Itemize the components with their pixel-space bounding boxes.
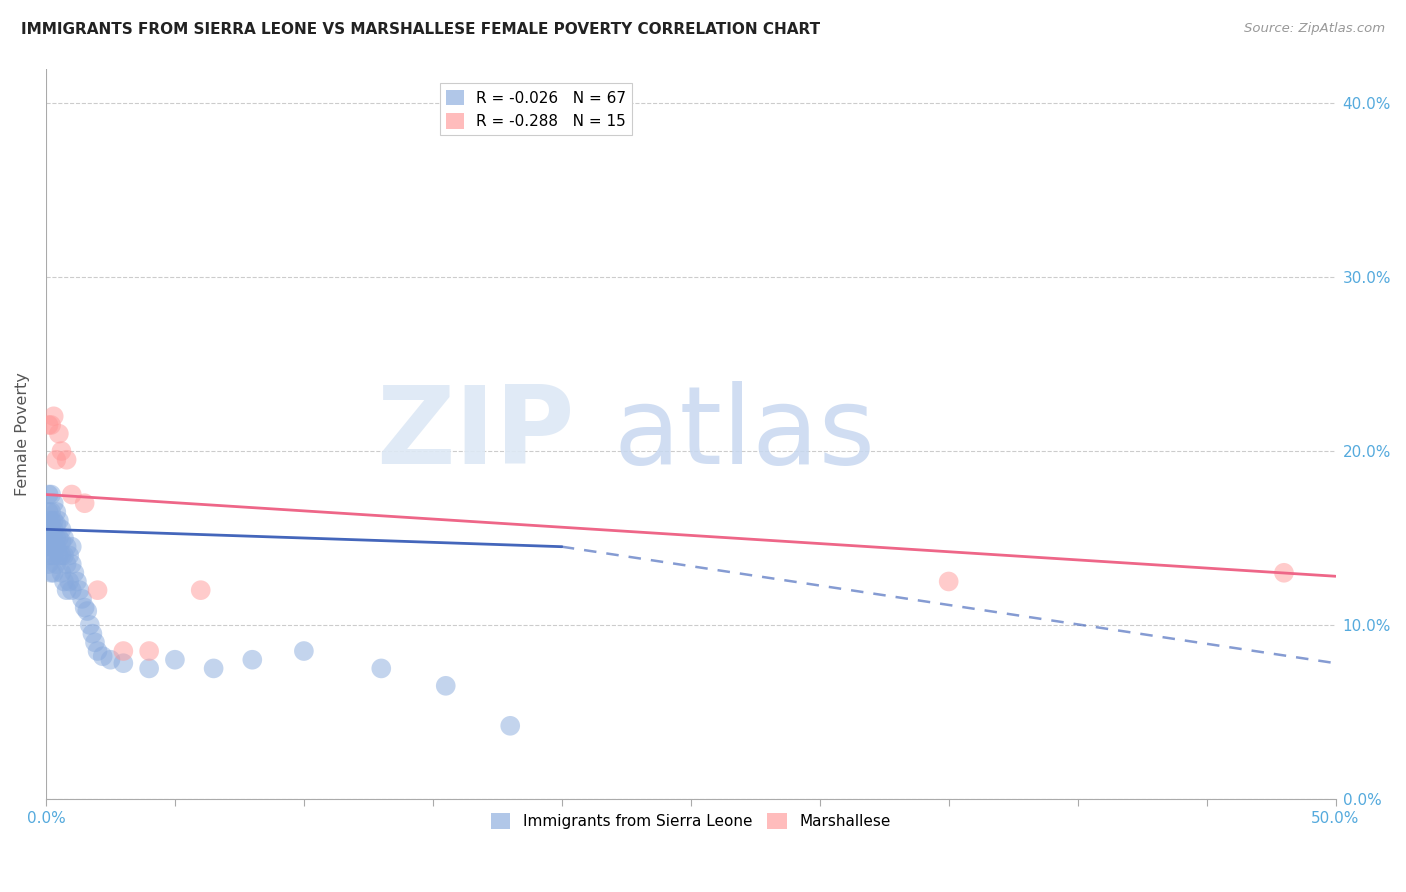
Point [370,661,392,675]
Point [55,452,77,467]
Point [42,514,65,528]
Point [42,409,65,424]
Point [38,417,60,432]
Point [292,644,315,658]
Point [100,653,122,667]
Point [38,522,60,536]
Point [39,505,62,519]
Point [58,574,80,589]
Point [42,531,65,545]
Y-axis label: Female Poverty: Female Poverty [15,372,30,496]
Point [51,444,73,458]
Text: atlas: atlas [613,381,876,487]
Point [69,583,91,598]
Point [240,653,263,667]
Point [39,549,62,563]
Point [434,679,457,693]
Point [60,557,83,571]
Point [138,644,160,658]
Point [91,649,114,664]
Point [82,626,104,640]
Point [42,549,65,563]
Point [112,644,135,658]
Point [45,531,67,545]
Text: ZIP: ZIP [377,381,575,487]
Point [42,496,65,510]
Point [38,540,60,554]
Point [38,557,60,571]
Point [38,549,60,563]
Point [51,549,73,563]
Point [53,531,76,545]
Point [48,514,70,528]
Point [58,549,80,563]
Point [55,583,77,598]
Point [38,514,60,528]
Point [79,618,101,632]
Point [51,566,73,580]
Point [48,531,70,545]
Text: Source: ZipAtlas.com: Source: ZipAtlas.com [1244,22,1385,36]
Point [499,719,522,733]
Point [51,534,73,549]
Point [39,522,62,536]
Point [38,505,60,519]
Point [60,540,83,554]
Point [53,574,76,589]
Point [42,566,65,580]
Point [60,583,83,598]
Point [39,531,62,545]
Point [86,583,108,598]
Point [39,514,62,528]
Point [48,426,70,441]
Point [70,591,93,606]
Point [73,496,96,510]
Point [163,653,186,667]
Point [39,540,62,554]
Point [39,487,62,501]
Point [190,583,212,598]
Point [112,656,135,670]
Point [42,522,65,536]
Point [45,517,67,532]
Point [938,574,960,589]
Text: IMMIGRANTS FROM SIERRA LEONE VS MARSHALLESE FEMALE POVERTY CORRELATION CHART: IMMIGRANTS FROM SIERRA LEONE VS MARSHALL… [21,22,820,37]
Point [84,635,107,649]
Point [86,644,108,658]
Point [38,487,60,501]
Point [202,661,225,675]
Point [51,522,73,536]
Point [55,557,77,571]
Point [42,540,65,554]
Point [66,574,89,589]
Point [39,566,62,580]
Point [45,540,67,554]
Point [45,557,67,571]
Point [1272,566,1295,580]
Point [73,600,96,615]
Point [45,505,67,519]
Point [38,531,60,545]
Point [63,566,86,580]
Point [55,540,77,554]
Point [60,487,83,501]
Point [45,452,67,467]
Point [76,604,98,618]
Point [138,661,160,675]
Point [53,549,76,563]
Point [39,417,62,432]
Point [48,549,70,563]
Legend: Immigrants from Sierra Leone, Marshallese: Immigrants from Sierra Leone, Marshalles… [485,806,897,835]
